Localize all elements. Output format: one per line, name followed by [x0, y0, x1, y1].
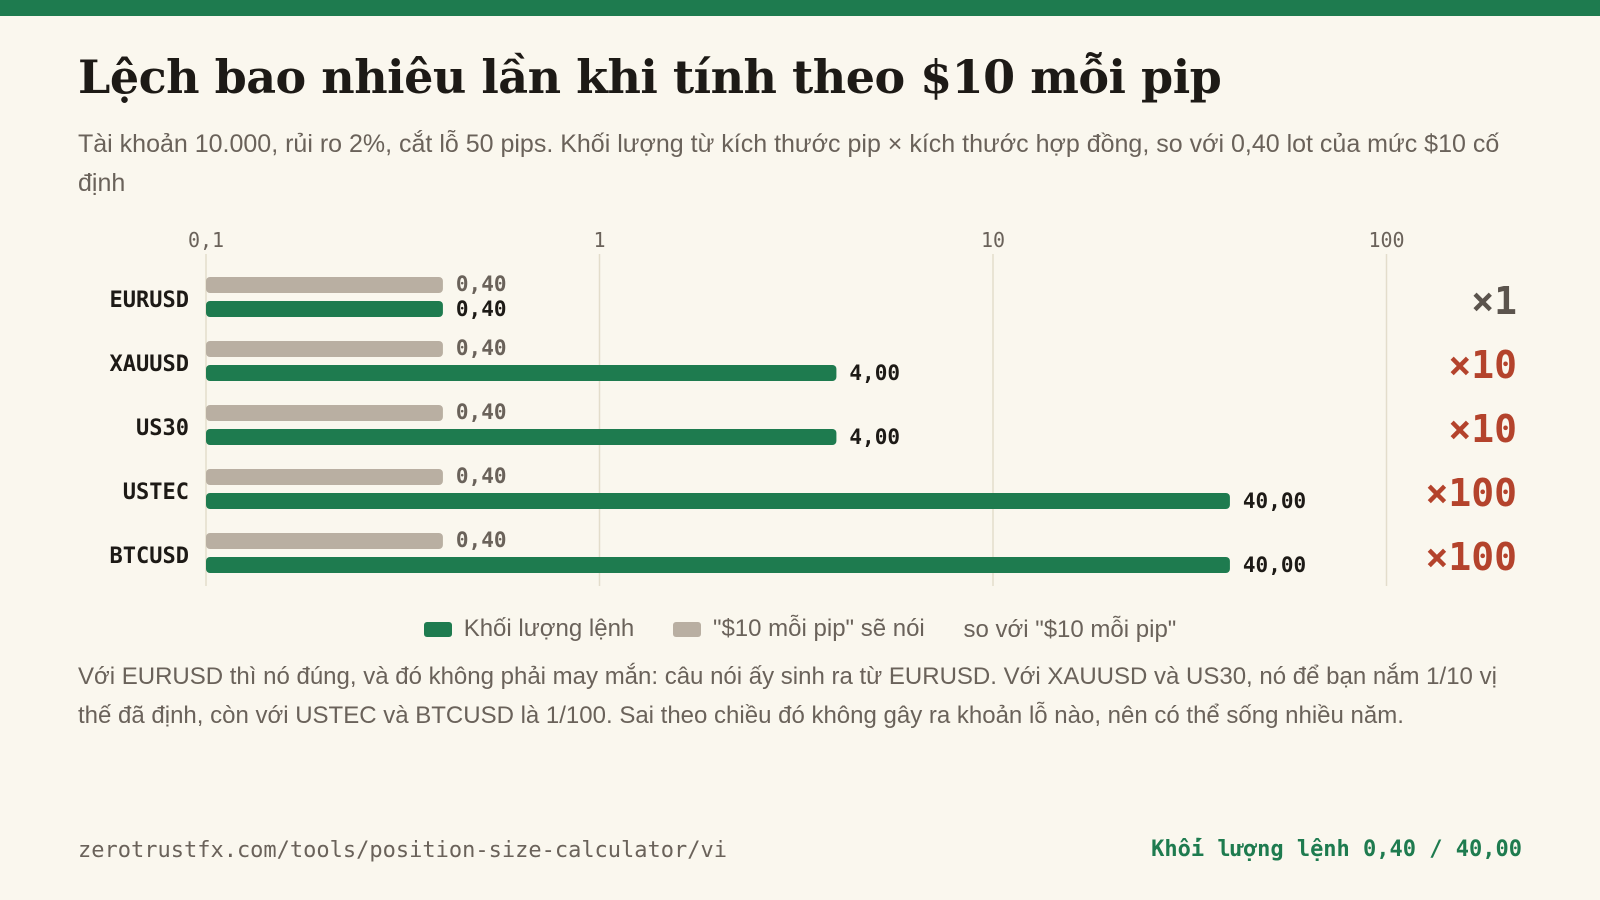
data-label-lot: 40,00	[1243, 489, 1306, 513]
bar-lot	[206, 557, 1230, 573]
bar-lot	[206, 365, 837, 381]
data-label-lot: 0,40	[456, 297, 507, 321]
bar-lot	[206, 429, 837, 445]
legend-label-ten: "$10 mỗi pip" sẽ nói	[712, 615, 925, 642]
ratio-label: ×100	[1425, 535, 1517, 579]
category-label: US30	[136, 416, 189, 441]
legend-item-ten: "$10 mỗi pip" sẽ nói	[672, 615, 925, 643]
x-tick-label: 0,1	[188, 228, 224, 252]
legend-label-lot: Khối lượng lệnh	[463, 615, 635, 642]
legend-swatch-ten	[672, 621, 701, 637]
data-label-ten-dollar: 0,40	[456, 336, 507, 360]
ratio-label: ×100	[1425, 471, 1517, 515]
data-label-ten-dollar: 0,40	[456, 400, 507, 424]
bar-ten-dollar	[206, 469, 443, 485]
data-label-lot: 40,00	[1243, 553, 1306, 577]
bar-ten-dollar	[206, 405, 443, 421]
x-tick-label: 100	[1368, 228, 1404, 252]
category-label: USTEC	[123, 480, 189, 505]
footer-url[interactable]: zerotrustfx.com/tools/position-size-calc…	[78, 838, 728, 863]
data-label-lot: 4,00	[849, 361, 900, 385]
legend-swatch-lot	[423, 621, 452, 637]
data-label-lot: 4,00	[849, 425, 900, 449]
legend-item-ratio: so với "$10 mỗi pip"	[963, 616, 1176, 644]
ratio-label: ×10	[1448, 407, 1517, 451]
top-accent-bar	[0, 0, 1600, 16]
footer-tag: Khối lượng lệnh 0,40 / 40,00	[1151, 837, 1522, 862]
data-label-ten-dollar: 0,40	[456, 272, 507, 296]
data-label-ten-dollar: 0,40	[456, 528, 507, 552]
explanation-note: Với EURUSD thì nó đúng, và đó không phải…	[78, 663, 1497, 729]
x-tick-label: 10	[981, 228, 1005, 252]
chart-subtitle: Tài khoản 10.000, rủi ro 2%, cắt lỗ 50 p…	[78, 130, 1500, 197]
bar-lot	[206, 493, 1230, 509]
legend: Khối lượng lệnh "$10 mỗi pip" sẽ nói so …	[0, 615, 1600, 644]
category-label: BTCUSD	[110, 544, 189, 569]
legend-label-ratio: so với "$10 mỗi pip"	[963, 615, 1177, 643]
data-label-ten-dollar: 0,40	[456, 464, 507, 488]
legend-item-lot: Khối lượng lệnh	[423, 615, 635, 643]
bar-ten-dollar	[206, 277, 443, 293]
bar-lot	[206, 301, 443, 317]
x-tick-label: 1	[593, 228, 605, 252]
chart-title: Lệch bao nhiêu lần khi tính theo $10 mỗi…	[78, 50, 1222, 104]
category-label: EURUSD	[110, 288, 189, 313]
bar-ten-dollar	[206, 341, 443, 357]
bar-ten-dollar	[206, 533, 443, 549]
category-label: XAUUSD	[110, 352, 189, 377]
ratio-label: ×10	[1448, 343, 1517, 387]
ratio-label: ×1	[1471, 279, 1517, 323]
